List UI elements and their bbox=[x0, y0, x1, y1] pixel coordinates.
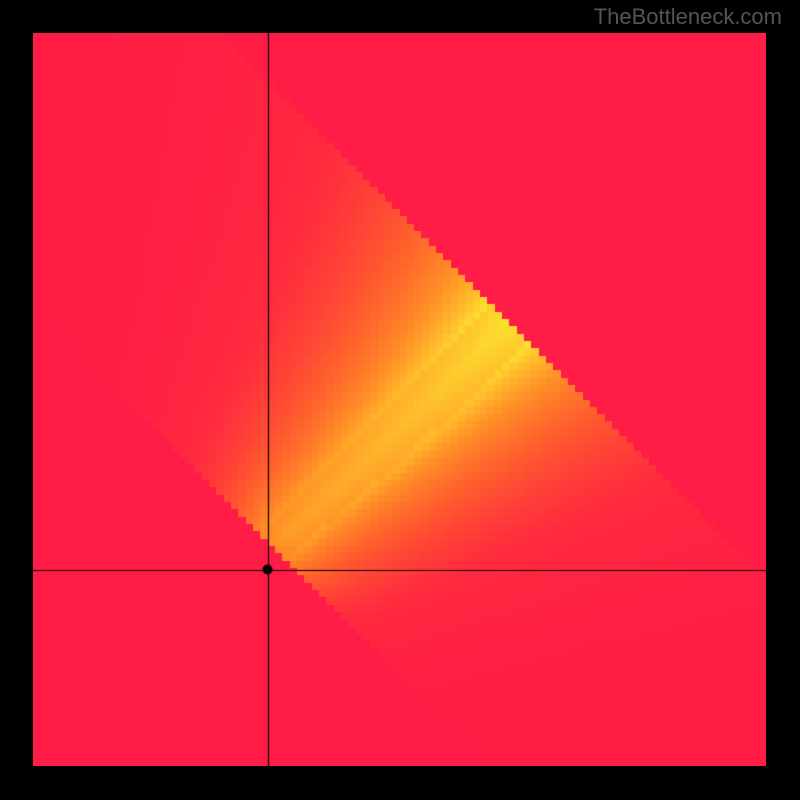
bottleneck-heatmap bbox=[33, 33, 766, 766]
watermark-text: TheBottleneck.com bbox=[594, 4, 782, 30]
chart-stage: TheBottleneck.com bbox=[0, 0, 800, 800]
